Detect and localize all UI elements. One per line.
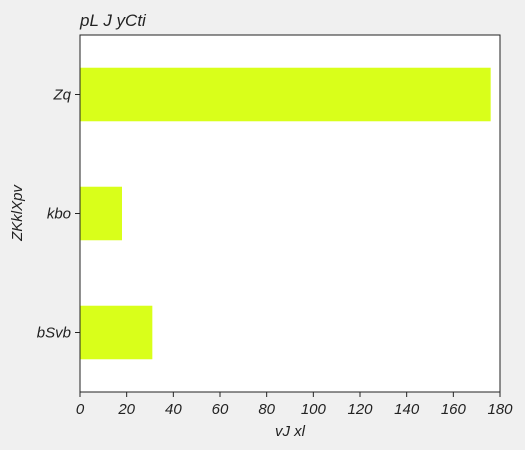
- y-tick-label: bSvb: [37, 325, 71, 342]
- y-tick-label: kbo: [47, 206, 71, 223]
- bar-kbo: [80, 186, 122, 241]
- x-tick-label: 100: [301, 401, 327, 418]
- x-tick-label: 180: [487, 401, 513, 418]
- bar-bSvb: [80, 305, 153, 360]
- bar-Zq: [80, 67, 491, 122]
- x-tick-label: 80: [258, 401, 275, 418]
- y-tick-label: Zq: [52, 87, 71, 104]
- x-tick-label: 40: [165, 401, 182, 418]
- x-tick-label: 160: [441, 401, 467, 418]
- x-tick-label: 0: [76, 401, 85, 418]
- x-tick-label: 120: [347, 401, 373, 418]
- x-tick-label: 20: [117, 401, 135, 418]
- x-axis-label: vJ xl: [275, 423, 306, 440]
- chart-title: pL J yCti: [79, 11, 147, 30]
- x-tick-label: 140: [394, 401, 420, 418]
- y-axis-label: ZKklXpv: [9, 184, 26, 242]
- x-tick-label: 60: [212, 401, 229, 418]
